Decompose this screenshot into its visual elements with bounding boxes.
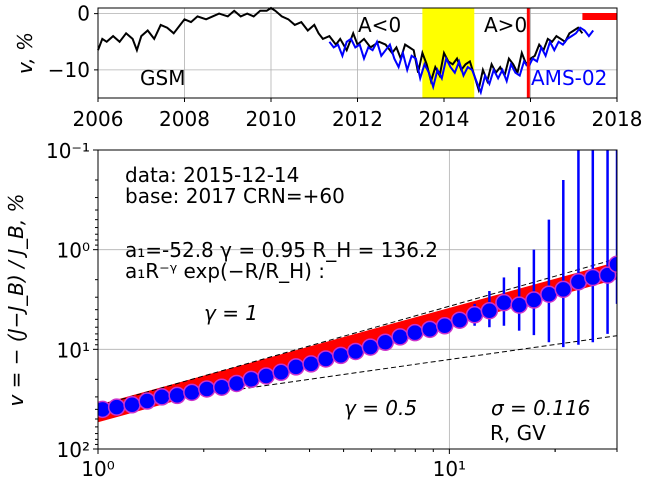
data-point <box>287 358 305 376</box>
top-series-group <box>97 6 594 96</box>
bottom-ylabel: v = − (J−J_B) / J_B, % <box>4 193 28 406</box>
data-point <box>540 285 558 303</box>
top-ytick-label: −10 <box>48 58 90 82</box>
data-point <box>450 311 469 329</box>
data-point <box>376 333 395 352</box>
reference-lines <box>98 258 617 410</box>
bottom-plot-frame <box>97 149 618 450</box>
data-point <box>525 291 543 309</box>
bottom-ticks: 10⁰ 10¹ 10⁻¹ 10⁰ 10¹ 10² <box>46 139 618 481</box>
top-series-line-1 <box>328 26 594 96</box>
ams-label: AMS-02 <box>531 66 607 90</box>
data-point <box>435 317 454 335</box>
reference-line-1 <box>98 335 617 410</box>
top-ytick-label: 0 <box>77 2 90 26</box>
apos-label: A>0 <box>484 13 527 37</box>
data-point <box>272 363 290 382</box>
data-point <box>361 338 380 356</box>
data-point <box>198 380 216 398</box>
top-xtick-label: 2010 <box>246 107 297 131</box>
bottom-ytick-label: 10² <box>57 438 90 462</box>
data-point <box>421 320 439 339</box>
data-point <box>227 374 246 393</box>
data-point <box>465 306 484 324</box>
bottom-xtick-label: 10¹ <box>433 457 466 481</box>
data-point <box>554 280 573 299</box>
top-panel: 2006 2008 2010 2012 2014 2016 2018 0 −10 v, % GS… <box>13 2 642 131</box>
bottom-ytick-label: 10¹ <box>57 338 90 362</box>
data-point <box>107 398 126 416</box>
data-points <box>98 255 617 419</box>
data-point <box>406 323 424 342</box>
top-ylabel: v, % <box>13 32 37 74</box>
data-point <box>317 350 335 368</box>
fit-params-text: a₁=-52.8 γ = 0.95 R_H = 136.2 <box>125 238 438 262</box>
data-point <box>495 293 513 312</box>
top-xtick-label: 2006 <box>73 107 124 131</box>
data-point <box>391 328 409 346</box>
data-point <box>257 367 275 385</box>
yellow-span <box>422 8 475 98</box>
data-point <box>480 301 499 320</box>
data-point <box>123 396 141 414</box>
data-point <box>138 392 156 410</box>
top-xtick-label: 2012 <box>332 107 383 131</box>
bottom-xtick-label: 10⁰ <box>81 457 114 481</box>
bottom-ytick-label: 10⁻¹ <box>46 139 90 163</box>
base-text: base: 2017 CRN=+60 <box>125 184 345 208</box>
data-point <box>584 268 602 287</box>
top-xtick-label: 2008 <box>159 107 210 131</box>
fit-formula-text: a₁R⁻ᵞ exp(−R/R_H) : <box>125 259 325 283</box>
gsm-label: GSM <box>140 66 185 90</box>
data-point <box>242 370 260 389</box>
bottom-xlabel: R, GV <box>490 421 546 445</box>
data-point <box>598 266 617 284</box>
bottom-panel: 10⁰ 10¹ 10⁻¹ 10⁰ 10¹ 10² v = − (J−J_B) / J_B,… <box>4 139 618 481</box>
data-point <box>153 388 171 406</box>
data-point <box>510 296 528 314</box>
data-point <box>569 273 588 291</box>
data-point <box>168 386 186 405</box>
sigma-text: σ = 0.116 <box>491 396 590 420</box>
gamma1-text: γ = 1 <box>204 301 258 325</box>
reference-line-0 <box>98 258 617 407</box>
data-date-text: data: 2015-12-14 <box>125 163 299 187</box>
top-ticks: 2006 2008 2010 2012 2014 2016 2018 0 −10 <box>48 2 643 131</box>
gamma05-text: γ = 0.5 <box>344 396 417 420</box>
data-point <box>183 383 201 402</box>
aneg-label: A<0 <box>358 13 401 37</box>
top-xtick-label: 2016 <box>505 107 556 131</box>
top-xtick-label: 2018 <box>592 107 643 131</box>
data-point <box>332 346 350 365</box>
data-point <box>608 255 617 273</box>
data-point <box>212 378 231 396</box>
data-point <box>302 355 320 373</box>
data-point <box>346 342 365 361</box>
top-xtick-label: 2014 <box>419 107 470 131</box>
bottom-ytick-label: 10⁰ <box>57 239 90 263</box>
